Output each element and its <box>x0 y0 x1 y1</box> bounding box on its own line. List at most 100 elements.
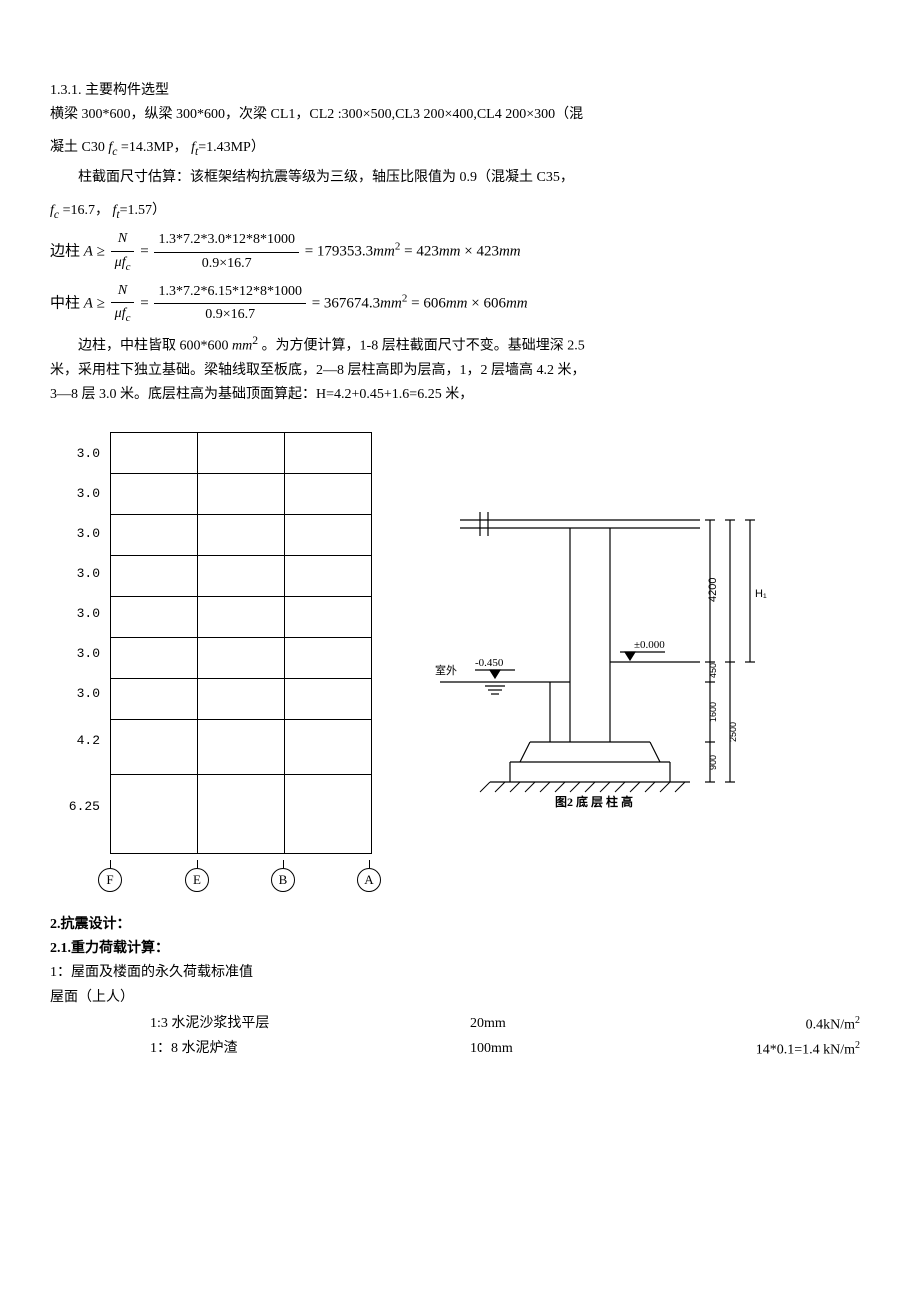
load-row: 1:3 水泥沙浆找平层20mm0.4kN/m2 <box>50 1013 870 1037</box>
p4-mid: =16.7， <box>59 203 112 218</box>
frame-cell <box>285 432 372 473</box>
p2-suffix: =1.43MP） <box>198 140 265 155</box>
equation-edge-column: 边柱 A ≥ Nμfc = 1.3*7.2*3.0*12*8*10000.9×1… <box>50 228 870 276</box>
frame-cell <box>111 514 198 555</box>
elev-outdoor: -0.450 <box>475 657 504 669</box>
paragraph-2: 凝土 C30 fc =14.3MP， ft=1.43MP） <box>50 137 870 161</box>
sym-fc-2: fc <box>50 203 59 218</box>
load-thickness: 100mm <box>470 1038 670 1062</box>
frame-cell <box>111 596 198 637</box>
eq1-den: 0.9×16.7 <box>154 253 299 275</box>
eq1-r1: 179353.3 <box>317 243 373 259</box>
load-value: 0.4kN/m2 <box>670 1013 870 1037</box>
dim-h1: H₁ <box>755 588 767 600</box>
eq1-num: 1.3*7.2*3.0*12*8*1000 <box>154 229 299 252</box>
frame-cell <box>111 432 198 473</box>
column-axis-label: B <box>197 860 283 894</box>
roof-label: 屋面（上人） <box>50 987 870 1009</box>
paragraph-7: 3—8 层 3.0 米。底层柱高为基础顶面算起：H=4.2+0.45+1.6=6… <box>50 384 870 406</box>
frame-cell <box>285 678 372 719</box>
frame-cell <box>285 774 372 853</box>
foundation-caption: 图2 底 层 柱 高 <box>555 794 633 809</box>
frame-cell <box>198 719 285 774</box>
eq2-den: 0.9×16.7 <box>154 304 306 326</box>
frame-cell <box>285 473 372 514</box>
load-table: 1:3 水泥沙浆找平层20mm0.4kN/m21：8 水泥炉渣100mm14*0… <box>50 1013 870 1062</box>
paragraph-5: 边柱，中柱皆取 600*600 mm2 。为方便计算，1-8 层柱截面尺寸不变。… <box>50 332 870 358</box>
frame-cell <box>111 774 198 853</box>
frame-cell <box>111 473 198 514</box>
storey-height-label: 3.0 <box>60 644 100 665</box>
section-1-3-1-title: 1.3.1. 主要构件选型 <box>50 80 870 102</box>
frame-elevation-diagram: 3.03.03.03.03.03.03.04.26.25 FEBA <box>60 432 390 894</box>
eq1-label: 边柱 <box>50 243 80 259</box>
paragraph-1: 横梁 300*600，纵梁 300*600，次梁 CL1，CL2 :300×50… <box>50 104 870 126</box>
load-row: 1：8 水泥炉渣100mm14*0.1=1.4 kN/m2 <box>50 1038 870 1062</box>
eq2-label: 中柱 <box>50 295 80 311</box>
eq1-r3: 423 <box>476 243 499 259</box>
dim-4200: 4200 <box>707 577 719 601</box>
frame-cell <box>198 432 285 473</box>
p5-suffix: 。为方便计算，1-8 层柱截面尺寸不变。基础埋深 2.5 <box>262 338 585 353</box>
frame-cell <box>285 514 372 555</box>
storey-height-label: 3.0 <box>60 604 100 625</box>
frame-cell <box>198 473 285 514</box>
p4-suffix: =1.57） <box>120 203 166 218</box>
eq1-r2: 423 <box>416 243 439 259</box>
sym-mm2: mm <box>232 338 252 353</box>
dim-450: 450 <box>708 662 718 677</box>
p2-mid: =14.3MP， <box>117 140 191 155</box>
foundation-svg: 室外 -0.450 ±0.000 4200 H₁ 450 1600 900 25… <box>420 492 770 812</box>
axis-circle: A <box>357 868 381 892</box>
storey-height-label: 3.0 <box>60 564 100 585</box>
frame-cell <box>198 596 285 637</box>
paragraph-4: fc =16.7， ft=1.57） <box>50 200 870 224</box>
storey-height-label: 3.0 <box>60 484 100 505</box>
dim-1600: 1600 <box>708 701 718 721</box>
eq2-r2: 606 <box>423 295 446 311</box>
frame-cell <box>285 555 372 596</box>
storey-height-label: 6.25 <box>60 797 100 818</box>
load-desc: 1：8 水泥炉渣 <box>50 1038 470 1062</box>
load-thickness: 20mm <box>470 1013 670 1037</box>
frame-cell <box>198 637 285 678</box>
load-value: 14*0.1=1.4 kN/m2 <box>670 1038 870 1062</box>
frame-cell <box>285 637 372 678</box>
section-2-title: 2.抗震设计： <box>50 914 870 936</box>
frame-cell <box>285 596 372 637</box>
eq2-r3: 606 <box>483 295 506 311</box>
outdoor-label: 室外 <box>435 663 457 677</box>
frame-cell <box>198 555 285 596</box>
storey-height-label: 3.0 <box>60 444 100 465</box>
frame-cell <box>111 719 198 774</box>
frame-cell <box>198 774 285 853</box>
elev-zero: ±0.000 <box>634 639 665 651</box>
load-desc: 1:3 水泥沙浆找平层 <box>50 1013 470 1037</box>
p5-prefix: 边柱，中柱皆取 600*600 <box>78 338 229 353</box>
frame-cell <box>198 514 285 555</box>
dim-2500: 2500 <box>728 721 738 741</box>
paragraph-6: 米，采用柱下独立基础。梁轴线取至板底，2—8 层柱高即为层高，1，2 层墙高 4… <box>50 360 870 382</box>
p2-prefix: 凝土 C30 <box>50 140 108 155</box>
eq2-r1: 367674.3 <box>324 295 380 311</box>
column-axis-label: A <box>283 860 369 894</box>
foundation-detail-diagram: 室外 -0.450 ±0.000 4200 H₁ 450 1600 900 25… <box>420 492 770 820</box>
storey-height-label: 4.2 <box>60 731 100 752</box>
column-axis-labels: FEBA <box>110 860 390 894</box>
frame-cell <box>198 678 285 719</box>
frame-table <box>110 432 372 854</box>
column-axis-label: E <box>111 860 197 894</box>
section-2-1-title: 2.1.重力荷载计算： <box>50 938 870 960</box>
storey-height-label: 3.0 <box>60 524 100 545</box>
dim-900: 900 <box>708 754 718 769</box>
paragraph-3: 柱截面尺寸估算：该框架结构抗震等级为三级，轴压比限值为 0.9（混凝土 C35， <box>50 167 870 189</box>
equation-mid-column: 中柱 A ≥ Nμfc = 1.3*7.2*6.15*12*8*10000.9×… <box>50 280 870 328</box>
frame-cell <box>285 719 372 774</box>
item-1: 1：屋面及楼面的永久荷载标准值 <box>50 962 870 984</box>
frame-cell <box>111 637 198 678</box>
diagram-row: 3.03.03.03.03.03.03.04.26.25 FEBA <box>50 432 870 894</box>
frame-cell <box>111 555 198 596</box>
eq2-num: 1.3*7.2*6.15*12*8*1000 <box>154 281 306 304</box>
frame-cell <box>111 678 198 719</box>
sym-ft-2: ft <box>112 203 119 218</box>
